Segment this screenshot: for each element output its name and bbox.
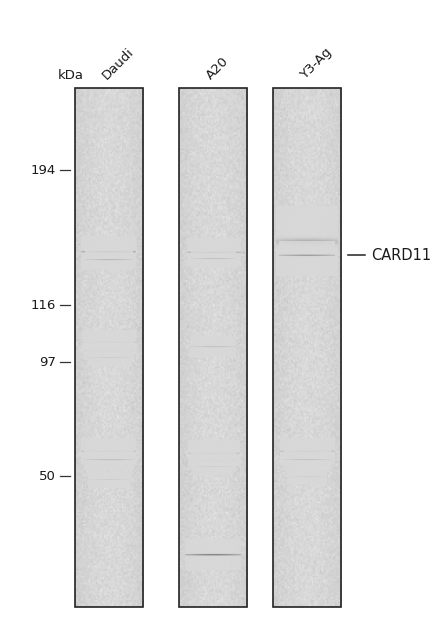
Bar	[273, 88, 341, 607]
Text: Y3-Ag: Y3-Ag	[298, 46, 334, 82]
Text: 116: 116	[31, 298, 56, 312]
Text: A20: A20	[204, 54, 232, 82]
Text: 194: 194	[31, 164, 56, 177]
Text: CARD11: CARD11	[371, 248, 431, 263]
Text: Daudi: Daudi	[99, 46, 136, 82]
Text: 50: 50	[39, 470, 56, 483]
Text: kDa: kDa	[57, 69, 84, 82]
Text: 97: 97	[39, 356, 56, 368]
Bar	[179, 88, 248, 607]
Bar	[75, 88, 143, 607]
